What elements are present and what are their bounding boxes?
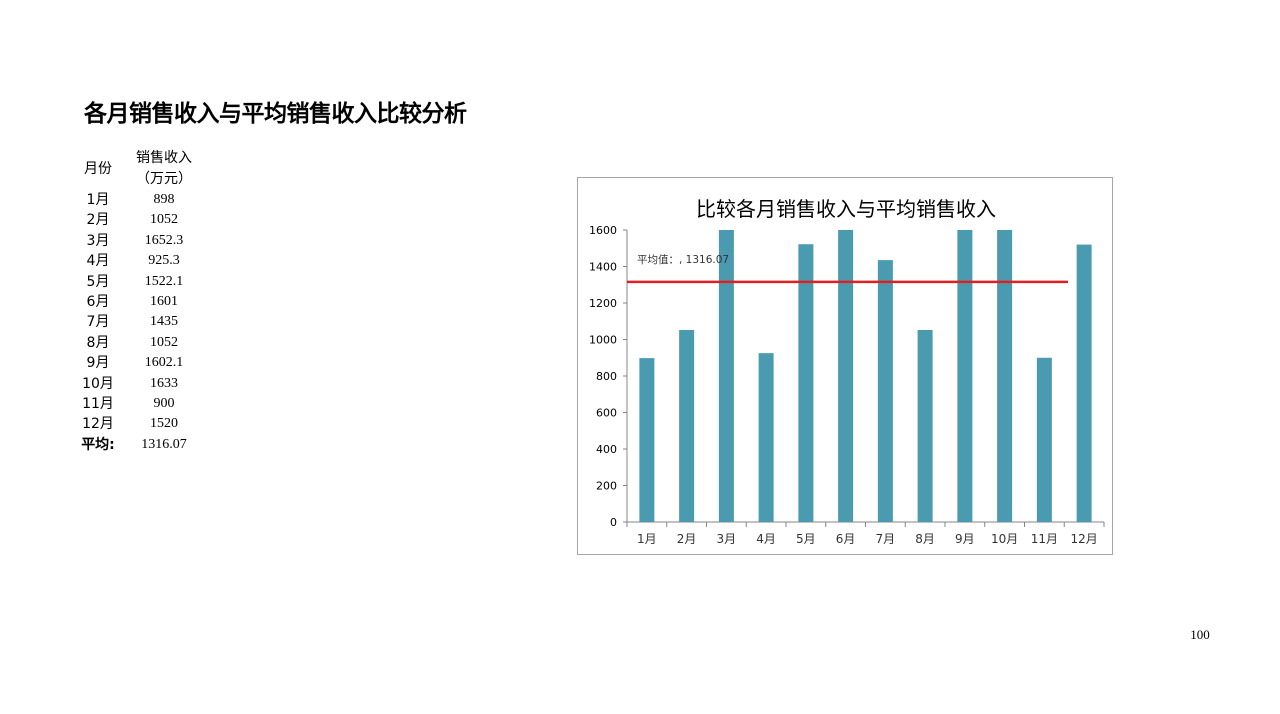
page-title: 各月销售收入与平均销售收入比较分析 — [84, 101, 467, 127]
sales-value-cell: 925.3 — [148, 253, 180, 269]
table-row: 11月 900 — [76, 394, 208, 414]
table-row: 3月 1652.3 — [76, 231, 208, 251]
sales-chart: 比较各月销售收入与平均销售收入 0 200 400 600 800 1000 1200 140… — [577, 177, 1113, 555]
header-month: 月份 — [84, 160, 112, 177]
bar — [997, 230, 1013, 522]
month-cell: 8月 — [86, 334, 110, 351]
chart-title: 比较各月销售收入与平均销售收入 — [696, 197, 996, 221]
sales-value-cell: 1633 — [150, 375, 178, 391]
x-tick-label: 11月 — [1031, 532, 1058, 546]
page-number: 100 — [1190, 627, 1210, 642]
month-cell: 4月 — [86, 253, 110, 270]
sales-value-cell: 898 — [153, 192, 175, 207]
sales-value-cell: 1052 — [150, 334, 178, 350]
bar — [1036, 357, 1052, 522]
month-cell: 11月 — [82, 396, 114, 413]
month-cell: 12月 — [82, 416, 114, 433]
y-tick-label: 1000 — [589, 334, 617, 347]
table-row: 7月 1435 — [76, 312, 208, 332]
sales-value-cell: 1652.3 — [144, 232, 184, 248]
x-tick-label: 5月 — [796, 532, 816, 546]
table-row: 8月 1052 — [76, 333, 208, 353]
bar — [877, 260, 893, 522]
x-tick-label: 10月 — [991, 532, 1018, 546]
month-cell: 7月 — [86, 314, 110, 331]
average-row: 平均: 1316.07 — [76, 435, 208, 455]
x-tick-label: 2月 — [677, 532, 697, 546]
bar — [798, 244, 814, 523]
chart-canvas: 比较各月销售收入与平均销售收入 0 200 400 600 800 1000 1200 140… — [589, 197, 1105, 546]
y-tick-label: 400 — [596, 443, 617, 456]
x-tick-label: 8月 — [915, 532, 935, 546]
bar — [718, 230, 734, 522]
table-row: 2月 1052 — [76, 210, 208, 230]
bar — [758, 353, 774, 522]
x-tick-label: 1月 — [637, 532, 657, 546]
header-sales: 销售收入 （万元） — [120, 148, 208, 190]
bar — [1076, 244, 1092, 522]
month-cell: 9月 — [86, 355, 110, 372]
x-tick-label: 3月 — [717, 532, 737, 546]
table-row: 12月 1520 — [76, 414, 208, 434]
y-tick-label: 1600 — [589, 224, 617, 237]
header-sales-line1: 销售收入 — [136, 150, 192, 166]
table-row: 6月 1601 — [76, 292, 208, 312]
sales-value-cell: 1052 — [150, 212, 178, 228]
y-tick-label: 200 — [596, 480, 617, 493]
table-row: 1月 898 — [76, 190, 208, 210]
month-cell: 1月 — [86, 192, 110, 208]
bar — [917, 330, 933, 522]
average-value: 1316.07 — [141, 436, 187, 452]
x-tick-label: 4月 — [756, 532, 776, 546]
month-cell: 6月 — [86, 294, 110, 311]
sales-data-table: 月份 销售收入 （万元） 1月 898 2月 1052 3月 1652.3 4月 925.3 5… — [76, 148, 208, 455]
month-cell: 5月 — [86, 273, 110, 290]
y-tick-label: 1400 — [589, 261, 617, 274]
table-row: 9月 1602.1 — [76, 353, 208, 373]
bar — [838, 230, 854, 522]
x-tick-label: 7月 — [876, 532, 896, 546]
bar — [679, 330, 695, 522]
sales-value-cell: 1601 — [150, 294, 178, 310]
month-cell: 2月 — [86, 212, 110, 229]
y-tick-label: 600 — [596, 407, 617, 420]
x-tick-label: 6月 — [836, 532, 856, 546]
bar — [957, 230, 973, 522]
x-tick-label: 12月 — [1070, 532, 1097, 546]
sales-value-cell: 1520 — [150, 416, 178, 432]
average-line-label: 平均值：, 1316.07 — [637, 253, 729, 266]
bar — [639, 358, 655, 522]
average-label: 平均: — [81, 436, 115, 453]
sales-value-cell: 1435 — [150, 314, 178, 330]
x-tick-label: 9月 — [955, 532, 975, 546]
header-sales-line2: （万元） — [136, 171, 192, 187]
sales-value-cell: 900 — [153, 396, 175, 412]
table-row: 10月 1633 — [76, 374, 208, 394]
y-tick-label: 1200 — [589, 297, 617, 310]
month-cell: 10月 — [82, 375, 114, 392]
sales-value-cell: 1522.1 — [144, 273, 184, 289]
table-row: 5月 1522.1 — [76, 272, 208, 292]
table-header-row: 月份 销售收入 （万元） — [76, 148, 208, 190]
sales-value-cell: 1602.1 — [144, 355, 184, 371]
table-row: 4月 925.3 — [76, 251, 208, 271]
month-cell: 3月 — [86, 232, 110, 249]
y-tick-label: 0 — [610, 516, 617, 529]
y-tick-label: 800 — [596, 370, 617, 383]
